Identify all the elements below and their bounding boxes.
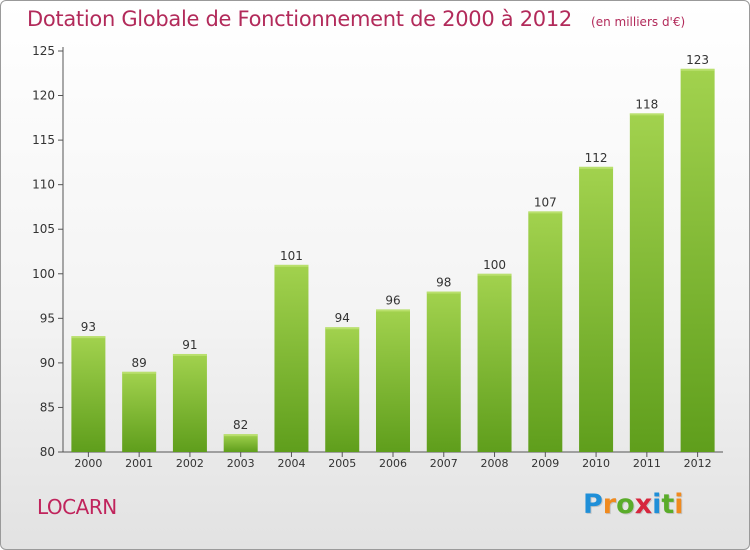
bar-highlight: [274, 264, 309, 267]
y-tick-label: 105: [32, 222, 55, 236]
bar-highlight: [528, 211, 563, 214]
y-tick-label: 110: [32, 178, 55, 192]
bar: [223, 434, 258, 452]
bar-highlight: [122, 371, 157, 374]
x-tick-label: 2002: [176, 457, 204, 470]
bar: [528, 211, 563, 452]
logo-letter: x: [634, 489, 653, 520]
y-tick-label: 100: [32, 267, 55, 281]
bar-highlight: [477, 273, 512, 276]
bar: [376, 309, 410, 452]
bar-value-label: 107: [534, 195, 557, 209]
bar-highlight: [172, 353, 207, 356]
bar: [274, 264, 309, 452]
x-tick-label: 2000: [74, 457, 102, 470]
x-tick-label: 2003: [227, 457, 255, 470]
bar-highlight: [71, 336, 106, 339]
bar-highlight: [223, 434, 258, 437]
bar: [680, 68, 715, 453]
logo-letter: i: [674, 489, 684, 520]
x-tick-label: 2010: [582, 457, 610, 470]
x-tick-label: 2004: [277, 457, 305, 470]
x-tick-label: 2005: [328, 457, 356, 470]
bar-highlight: [325, 327, 360, 330]
bar-highlight: [426, 291, 461, 294]
bar-value-label: 100: [483, 258, 506, 272]
y-tick-label: 80: [40, 445, 55, 459]
bar-highlight: [376, 309, 410, 312]
bar-highlight: [629, 113, 664, 116]
proxiti-logo: Proxiti: [583, 489, 684, 520]
bar: [579, 166, 614, 452]
bar: [172, 353, 207, 452]
bar-value-label: 94: [335, 311, 350, 325]
y-tick-label: 120: [32, 89, 55, 103]
bar: [71, 336, 106, 452]
bar-highlight: [579, 166, 614, 169]
y-tick-label: 95: [40, 311, 55, 325]
bar-value-label: 98: [436, 276, 451, 290]
x-tick-label: 2008: [481, 457, 509, 470]
title-row: Dotation Globale de Fonctionnement de 20…: [27, 7, 685, 31]
bar: [629, 113, 664, 452]
bar-value-label: 123: [686, 53, 709, 67]
chart-title: Dotation Globale de Fonctionnement de 20…: [27, 7, 572, 31]
logo-letter: P: [583, 489, 603, 520]
logo-letter: i: [652, 489, 662, 520]
x-tick-label: 2006: [379, 457, 407, 470]
y-tick-label: 90: [40, 356, 55, 370]
y-tick-label: 115: [32, 133, 55, 147]
x-tick-label: 2011: [633, 457, 661, 470]
bar-highlight: [680, 68, 715, 71]
y-tick-label: 125: [32, 44, 55, 58]
x-tick-label: 2007: [430, 457, 458, 470]
logo-letter: t: [661, 489, 675, 520]
bar: [426, 291, 461, 452]
bar-value-label: 112: [585, 151, 608, 165]
x-tick-label: 2012: [684, 457, 712, 470]
bar-value-label: 82: [233, 418, 248, 432]
bar-value-label: 118: [635, 97, 658, 111]
bar: [477, 273, 512, 452]
bar-value-label: 101: [280, 249, 303, 263]
bar-value-label: 93: [81, 320, 96, 334]
bar-value-label: 96: [385, 293, 400, 307]
logo-letter: r: [602, 489, 617, 520]
bar-value-label: 89: [132, 356, 147, 370]
chart-subtitle: (en milliers d'€): [591, 15, 686, 29]
x-tick-label: 2001: [125, 457, 153, 470]
commune-name: LOCARN: [37, 495, 117, 519]
bar: [325, 327, 360, 452]
bar-value-label: 91: [182, 338, 197, 352]
logo-letter: o: [616, 489, 635, 520]
bar: [122, 371, 157, 452]
y-tick-label: 85: [40, 400, 55, 414]
x-tick-label: 2009: [531, 457, 559, 470]
